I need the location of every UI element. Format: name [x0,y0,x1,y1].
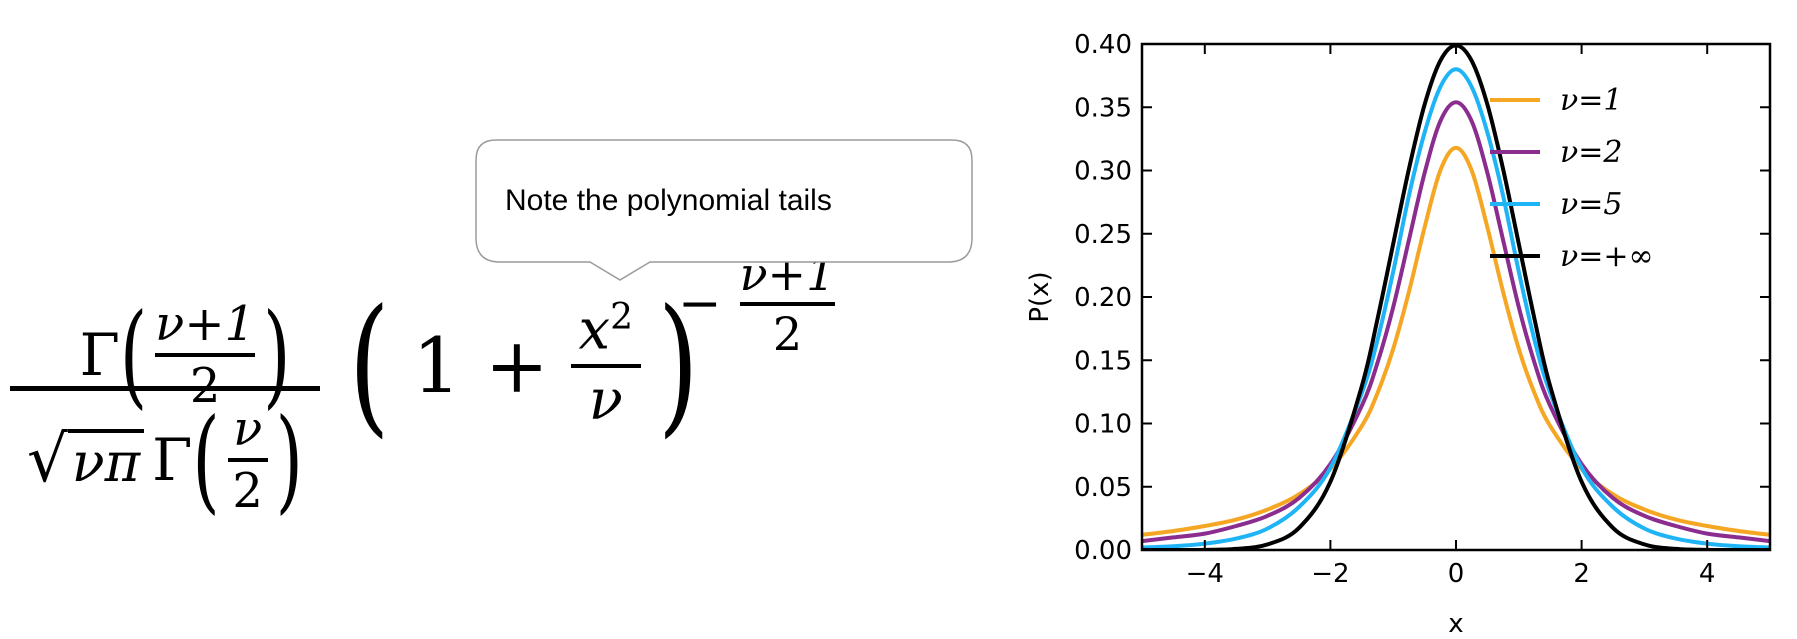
y-tick-label: 0.15 [1074,346,1132,376]
big-left-paren: ( [348,278,390,452]
legend-label-1: ν=1 [1560,83,1622,118]
exponent-minus: − [678,274,722,335]
fraction-bar [570,364,641,369]
y-tick-label: 0.00 [1074,536,1132,566]
fraction-bar [227,458,268,462]
x-tick-label: −2 [1311,559,1349,589]
legend-label-2: ν=2 [1560,135,1622,170]
gamma-symbol-denominator: Γ [152,426,193,494]
main-fraction-bar [10,386,320,391]
t-distribution-chart: 0.00 0.05 0.10 0.15 0.20 0.25 0.30 0.35 0.40 −4 −2… [1025,30,1772,639]
series-line-2 [1142,100,1770,544]
x-squared-over-nu: x2 ν [570,296,641,434]
series-line-1 [1142,145,1770,537]
plot-frame [1140,42,1772,552]
y-tick-label: 0.40 [1074,30,1132,60]
denominator: √ νπ Γ ( ν 2 ) [10,394,320,525]
callout-shape [475,139,973,281]
left-paren: ( [119,289,148,421]
fraction-bar [155,353,256,357]
callout-bubble [475,139,973,281]
one-plus: 1 + [412,320,549,410]
x-tick-label: 0 [1448,559,1465,589]
denominator-fraction-top: ν [233,400,263,457]
nu-denominator: ν [588,368,623,434]
y-tick-label: 0.25 [1074,220,1132,250]
x-tick-label: −4 [1186,559,1224,589]
series-line-4 [1142,43,1770,550]
legend-label-3: ν=5 [1560,187,1622,222]
legend-label-4: ν=+∞ [1560,239,1654,274]
y-tick-label: 0.05 [1074,473,1132,503]
x-tick-label: 2 [1573,559,1590,589]
main-base: ( 1 + x2 ν ) [340,290,707,440]
main-fraction: Γ ( ν+1 2 ) √ νπ Γ ( ν 2 ) [10,289,370,590]
series-line-3 [1142,67,1770,550]
right-paren: ) [263,289,291,421]
sqrt: √ νπ [27,423,145,497]
x-squared: x2 [578,296,633,363]
power-two: 2 [610,296,633,338]
fraction-bar [739,302,836,307]
sqrt-sign: √ [27,423,68,497]
y-axis-label: P(x) [1025,271,1055,322]
exponent-fraction-bottom: 2 [772,307,803,362]
x-tick-label: 4 [1699,559,1716,589]
right-paren: ) [275,394,303,526]
x-axis-label: x [1448,609,1463,639]
y-tick-label: 0.35 [1074,93,1132,123]
denominator-fraction-bottom: 2 [232,463,263,519]
y-tick-label: 0.10 [1074,410,1132,440]
y-tick-label: 0.20 [1074,283,1132,313]
left-paren: ( [192,394,220,526]
student-t-formula: Γ ( ν+1 2 ) √ νπ Γ ( ν 2 ) [10,250,970,600]
gamma-symbol: Γ [79,321,120,389]
callout-text: Note the polynomial tails [505,184,832,217]
big-right-paren: ) [657,278,699,452]
denominator-inner-fraction: ν 2 [227,400,268,519]
y-tick-label: 0.30 [1074,157,1132,187]
numerator: Γ ( ν+1 2 ) [20,289,350,421]
numerator-fraction-top: ν+1 [155,295,256,352]
sqrt-content: νπ [67,428,145,492]
x-variable: x [578,297,611,363]
